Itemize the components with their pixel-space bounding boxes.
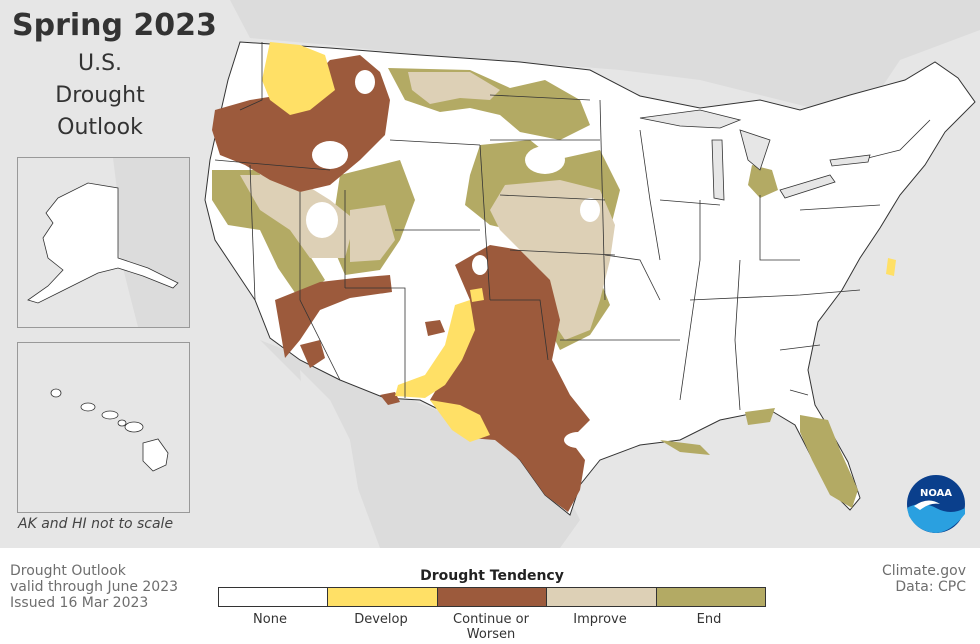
footer-outlook-name: Drought Outlook	[10, 563, 126, 579]
footer-valid-through: valid through June 2023	[10, 579, 179, 595]
legend-swatch-worsen	[436, 588, 547, 606]
legend-label-develop: Develop	[354, 612, 408, 627]
legend-swatch-improve	[546, 588, 656, 606]
footer-issued-date: Issued 16 Mar 2023	[10, 595, 149, 611]
noaa-logo-icon: NOAA	[907, 475, 965, 533]
legend-label-improve: Improve	[573, 612, 627, 627]
state-boundaries	[214, 42, 931, 411]
legend-label-end: End	[696, 612, 722, 627]
map-area: Spring 2023 U.S. Drought Outlook	[0, 0, 980, 548]
us-map	[204, 0, 980, 548]
hawaii-inset	[17, 342, 190, 513]
noaa-logo: NOAA	[906, 474, 966, 534]
subtitle-line-1: U.S.	[77, 51, 123, 76]
canada-landmass	[230, 0, 980, 120]
great-lakes	[639, 109, 871, 201]
noaa-logo-text: NOAA	[920, 488, 952, 499]
legend-swatch-none	[219, 588, 328, 606]
legend-title: Drought Tendency	[420, 568, 564, 584]
none-pockets	[306, 70, 600, 448]
legend-bar	[218, 587, 766, 607]
legend-swatch-end	[655, 588, 766, 606]
subtitle-line-3: Outlook	[57, 115, 143, 140]
develop-regions	[262, 42, 896, 442]
scale-note: AK and HI not to scale	[18, 516, 174, 532]
footer-source-site: Climate.gov	[881, 563, 966, 579]
map-title: Spring 2023	[12, 8, 217, 43]
legend-label-worsen: Continue or Worsen	[453, 612, 529, 642]
gulf-of-california	[300, 370, 360, 500]
subtitle-line-2: Drought	[55, 83, 145, 108]
alaska-inset	[17, 157, 190, 328]
improve-regions	[240, 72, 615, 340]
alaska-map	[27, 158, 189, 327]
mexico-landmass	[260, 340, 580, 548]
legend-swatch-develop	[327, 588, 437, 606]
footer-data-credit: Data: CPC	[895, 579, 966, 595]
hawaii-map	[50, 388, 169, 472]
legend-label-none: None	[253, 612, 287, 627]
